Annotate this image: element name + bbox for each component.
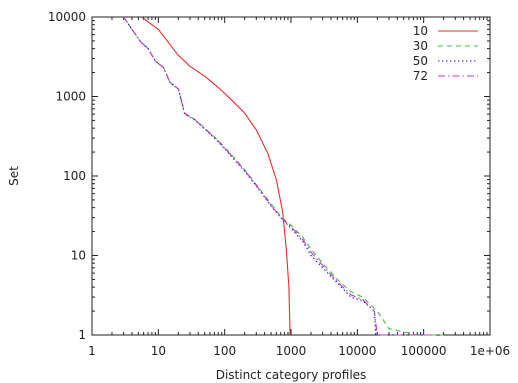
series-line-72 — [123, 16, 434, 336]
axis-ticks — [91, 17, 490, 336]
series-lines — [123, 16, 444, 336]
x-axis-title: Distinct category profiles — [216, 368, 367, 382]
x-tick-label: 10 — [151, 344, 166, 358]
legend-label-50: 50 — [413, 54, 428, 68]
y-axis-tick-labels: 1 10 100 1000 10000 — [48, 10, 86, 342]
series-line-10 — [141, 16, 291, 336]
x-tick-label: 1000 — [276, 344, 307, 358]
x-tick-label: 10000 — [338, 344, 376, 358]
legend-label-30: 30 — [413, 39, 428, 53]
y-axis-title: Set — [7, 166, 21, 186]
series-line-50 — [123, 16, 424, 336]
x-tick-label: 100 — [213, 344, 236, 358]
legend-label-72: 72 — [413, 69, 428, 83]
series-line-30 — [123, 16, 444, 336]
legend-label-10: 10 — [413, 24, 428, 38]
x-tick-label: 1 — [88, 344, 96, 358]
plot-frame — [91, 16, 491, 336]
y-tick-label: 100 — [63, 169, 86, 183]
y-tick-label: 1 — [78, 328, 86, 342]
x-axis-tick-labels: 1 10 100 1000 10000 100000 1e+06 — [88, 344, 510, 358]
x-tick-label: 1e+06 — [470, 344, 510, 358]
y-tick-label: 10 — [71, 249, 86, 263]
y-tick-label: 1000 — [55, 90, 86, 104]
x-tick-label: 100000 — [401, 344, 447, 358]
y-tick-label: 10000 — [48, 10, 86, 24]
